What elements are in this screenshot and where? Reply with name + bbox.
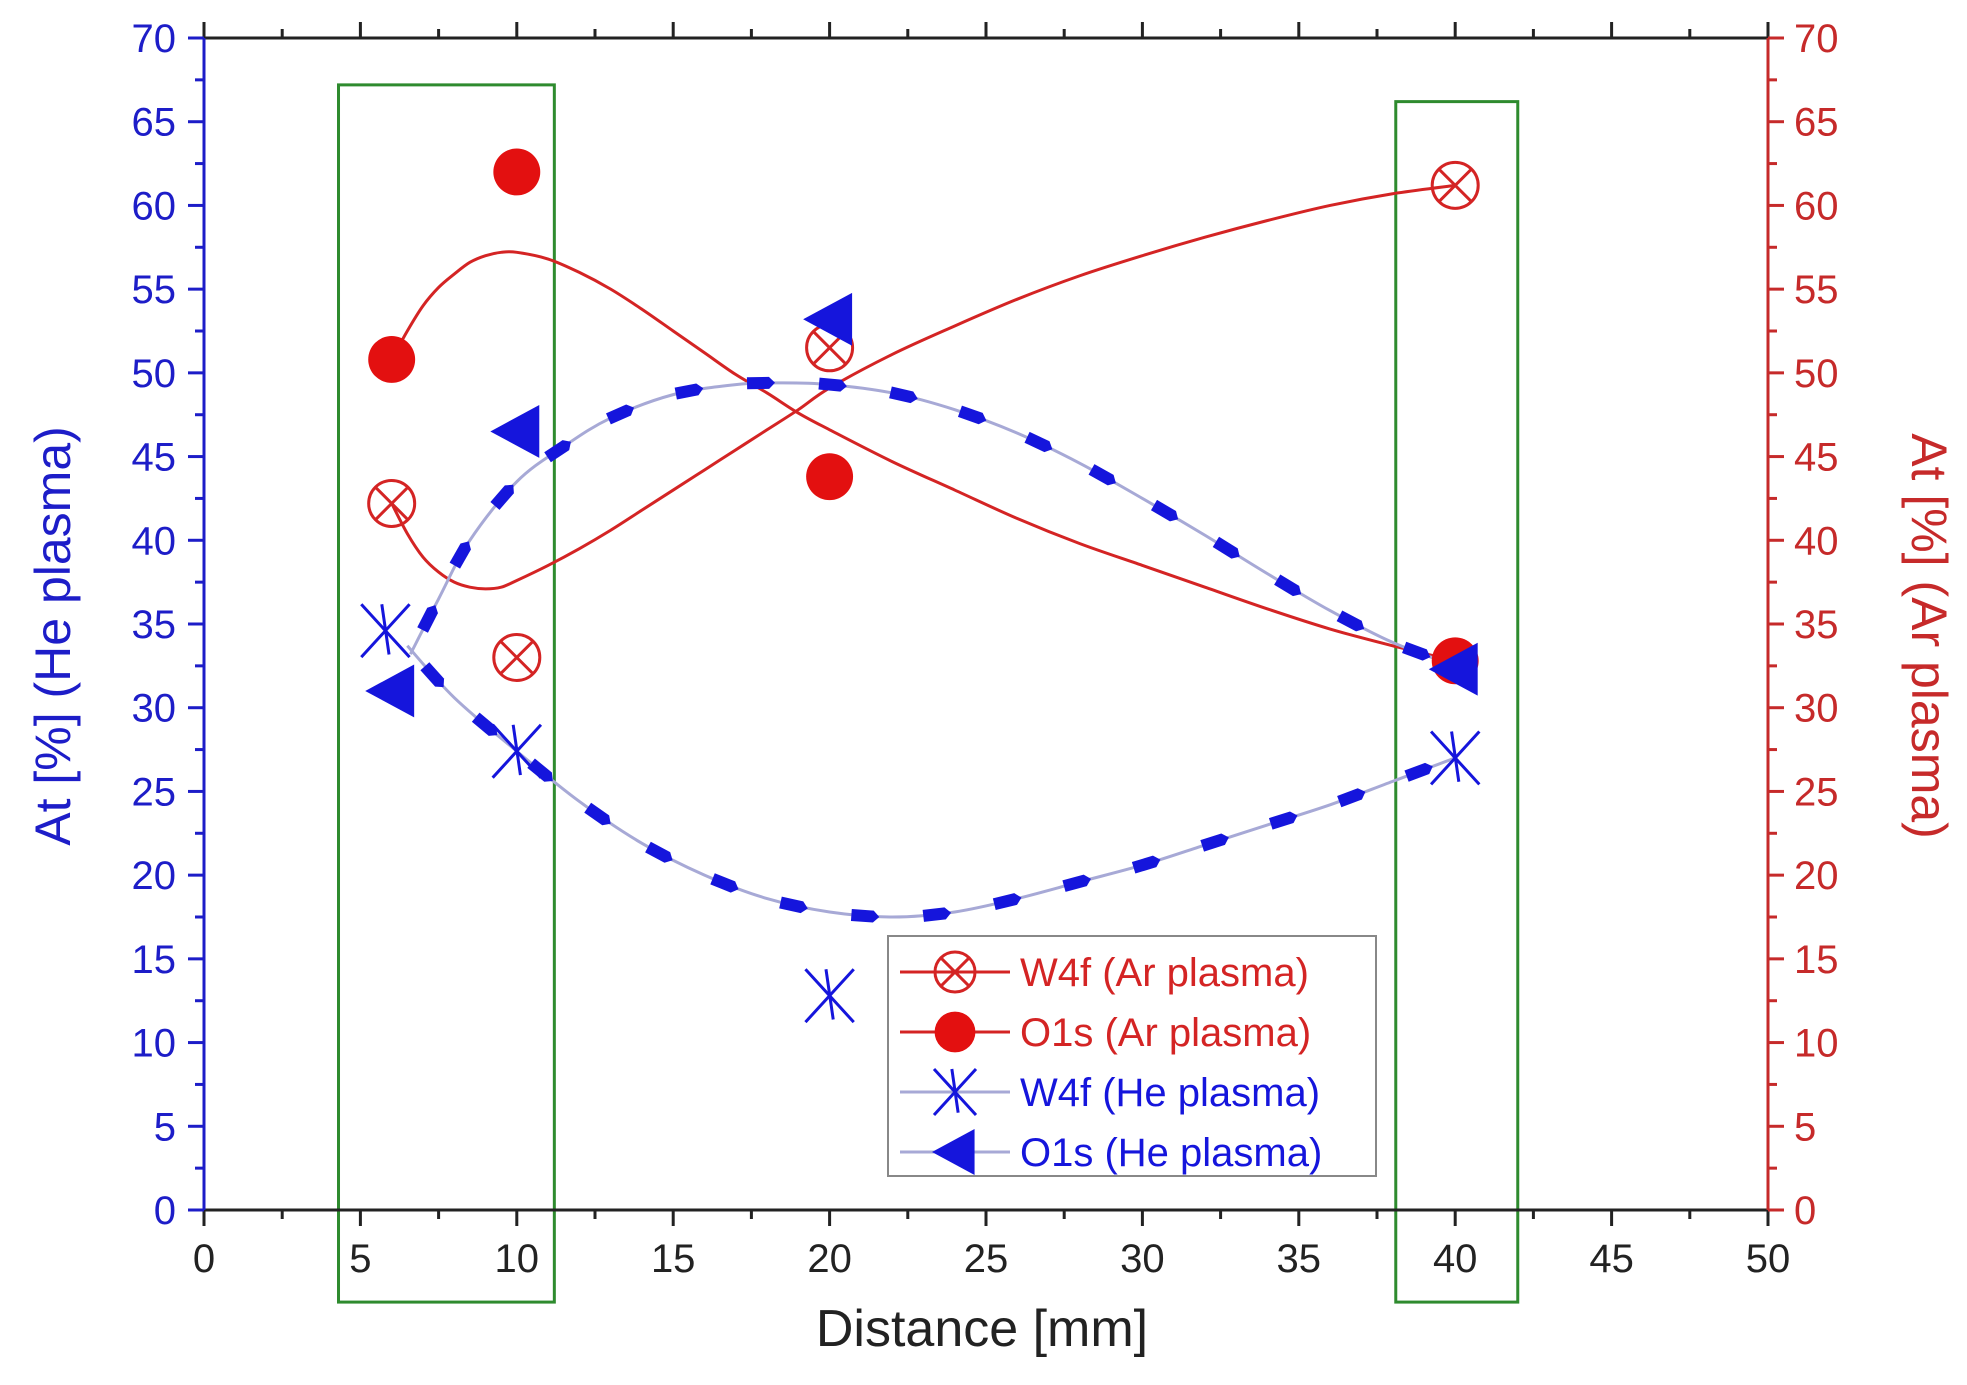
- point-o1s-he-plasma-3: [1428, 642, 1478, 696]
- right-y-axis-label: At [%] (Ar plasma): [1901, 433, 1957, 839]
- point-o1s-ar-plasma-2: [806, 453, 854, 501]
- legend-entry-w4f-ar-plasma: W4f (Ar plasma): [900, 950, 1309, 995]
- fit-curve-arrows-o1s-he-plasma: [417, 376, 1431, 661]
- left-y-tick-label-55: 55: [132, 268, 177, 312]
- point-o1s-he-plasma-1: [490, 405, 540, 458]
- point-o1s-he-plasma-0: [365, 664, 415, 718]
- x-tick-label-25: 25: [964, 1237, 1009, 1281]
- series-o1s-he-plasma: [365, 292, 1478, 718]
- legend: W4f (Ar plasma) O1s (Ar plasma) W4f (He pl…: [887, 935, 1377, 1177]
- legend-entry-w4f-he-plasma: W4f (He plasma): [900, 1067, 1320, 1117]
- x-tick-label-50: 50: [1746, 1237, 1791, 1281]
- left-y-tick-label-65: 65: [132, 101, 177, 145]
- legend-label-o1s-he-plasma: O1s (He plasma): [1020, 1131, 1322, 1175]
- right-y-tick-label-15: 15: [1794, 938, 1839, 982]
- point-w4f-he-plasma-0: [360, 603, 411, 659]
- legend-label-o1s-ar-plasma: O1s (Ar plasma): [1020, 1011, 1311, 1055]
- left-y-tick-label-15: 15: [132, 938, 177, 982]
- right-y-tick-label-65: 65: [1794, 101, 1839, 145]
- point-o1s-ar-plasma-1: [493, 148, 541, 196]
- right-y-tick-label-20: 20: [1794, 854, 1839, 898]
- right-y-tick-label-35: 35: [1794, 603, 1839, 647]
- point-o1s-he-plasma-2: [803, 292, 853, 346]
- right-y-tick-label-55: 55: [1794, 268, 1839, 312]
- left-y-tick-label-35: 35: [132, 603, 177, 647]
- legend-marker-o1s-he-plasma: [932, 1129, 975, 1175]
- x-tick-label-20: 20: [807, 1237, 852, 1281]
- left-y-tick-label-60: 60: [132, 184, 177, 228]
- data-points: [360, 148, 1481, 1024]
- left-y-tick-label-40: 40: [132, 519, 177, 563]
- right-y-tick-label-60: 60: [1794, 184, 1839, 228]
- x-tick-label-40: 40: [1433, 1237, 1478, 1281]
- legend-marker-w4f-he-plasma: [932, 1067, 978, 1117]
- x-tick-label-0: 0: [193, 1237, 215, 1281]
- x-tick-label-30: 30: [1120, 1237, 1165, 1281]
- legend-marker-o1s-ar-plasma: [934, 1011, 976, 1053]
- left-y-axis-label: At [%] (He plasma): [25, 426, 81, 846]
- left-y-tick-label-70: 70: [132, 17, 177, 61]
- x-tick-label-45: 45: [1589, 1237, 1634, 1281]
- x-tick-label-15: 15: [651, 1237, 696, 1281]
- fit-curves: [390, 183, 1456, 923]
- right-y-tick-label-45: 45: [1794, 436, 1839, 480]
- left-y-tick-label-20: 20: [132, 854, 177, 898]
- left-y-tick-label-0: 0: [154, 1189, 176, 1233]
- x-tick-label-35: 35: [1277, 1237, 1322, 1281]
- highlight-region-1: [337, 83, 556, 1304]
- x-axis-label: Distance [mm]: [816, 1300, 1148, 1358]
- left-y-tick-label-30: 30: [132, 687, 177, 731]
- axes: 0 5 10 15 20 25 30 35 40 45 5005101520253035404550…: [132, 17, 1839, 1281]
- highlight-region-2: [1394, 100, 1520, 1304]
- right-y-tick-label-10: 10: [1794, 1022, 1839, 1066]
- point-w4f-he-plasma-1: [491, 723, 543, 779]
- left-y-tick-label-25: 25: [132, 770, 177, 814]
- fit-curve-o1s-he-plasma: [409, 381, 1456, 668]
- right-y-tick-label-50: 50: [1794, 352, 1839, 396]
- right-y-tick-label-25: 25: [1794, 770, 1839, 814]
- right-y-tick-label-70: 70: [1794, 17, 1839, 61]
- left-y-tick-label-45: 45: [132, 436, 177, 480]
- right-y-tick-label-0: 0: [1794, 1189, 1816, 1233]
- legend-entry-o1s-ar-plasma: O1s (Ar plasma): [900, 1011, 1311, 1055]
- point-w4f-ar-plasma-0: [367, 478, 417, 528]
- left-y-tick-label-5: 5: [154, 1105, 176, 1149]
- point-w4f-he-plasma-3: [1429, 730, 1481, 786]
- highlight-regions: [337, 83, 1520, 1304]
- point-o1s-ar-plasma-0: [368, 336, 416, 383]
- fit-curve-w4f-he-plasma: [406, 644, 1456, 919]
- x-tick-label-5: 5: [349, 1237, 371, 1281]
- left-y-tick-label-10: 10: [132, 1022, 177, 1066]
- point-w4f-ar-plasma-1: [492, 632, 542, 682]
- legend-label-w4f-he-plasma: W4f (He plasma): [1020, 1071, 1320, 1115]
- fit-curve-w4f-ar-plasma: [390, 183, 1456, 591]
- fit-curve-arrows-w4f-he-plasma: [420, 662, 1433, 923]
- left-y-tick-label-50: 50: [132, 352, 177, 396]
- x-tick-label-10: 10: [495, 1237, 540, 1281]
- right-y-tick-label-40: 40: [1794, 519, 1839, 563]
- point-w4f-ar-plasma-3: [1430, 160, 1480, 210]
- point-w4f-he-plasma-2: [804, 968, 855, 1024]
- legend-label-w4f-ar-plasma: W4f (Ar plasma): [1020, 951, 1309, 995]
- right-y-tick-label-30: 30: [1794, 687, 1839, 731]
- fit-curve-o1s-ar-plasma: [390, 250, 1456, 663]
- right-y-tick-label-5: 5: [1794, 1105, 1816, 1149]
- series-w4f-he-plasma: [360, 603, 1481, 1024]
- legend-marker-w4f-ar-plasma: [933, 950, 977, 994]
- legend-entry-o1s-he-plasma: O1s (He plasma): [900, 1129, 1322, 1175]
